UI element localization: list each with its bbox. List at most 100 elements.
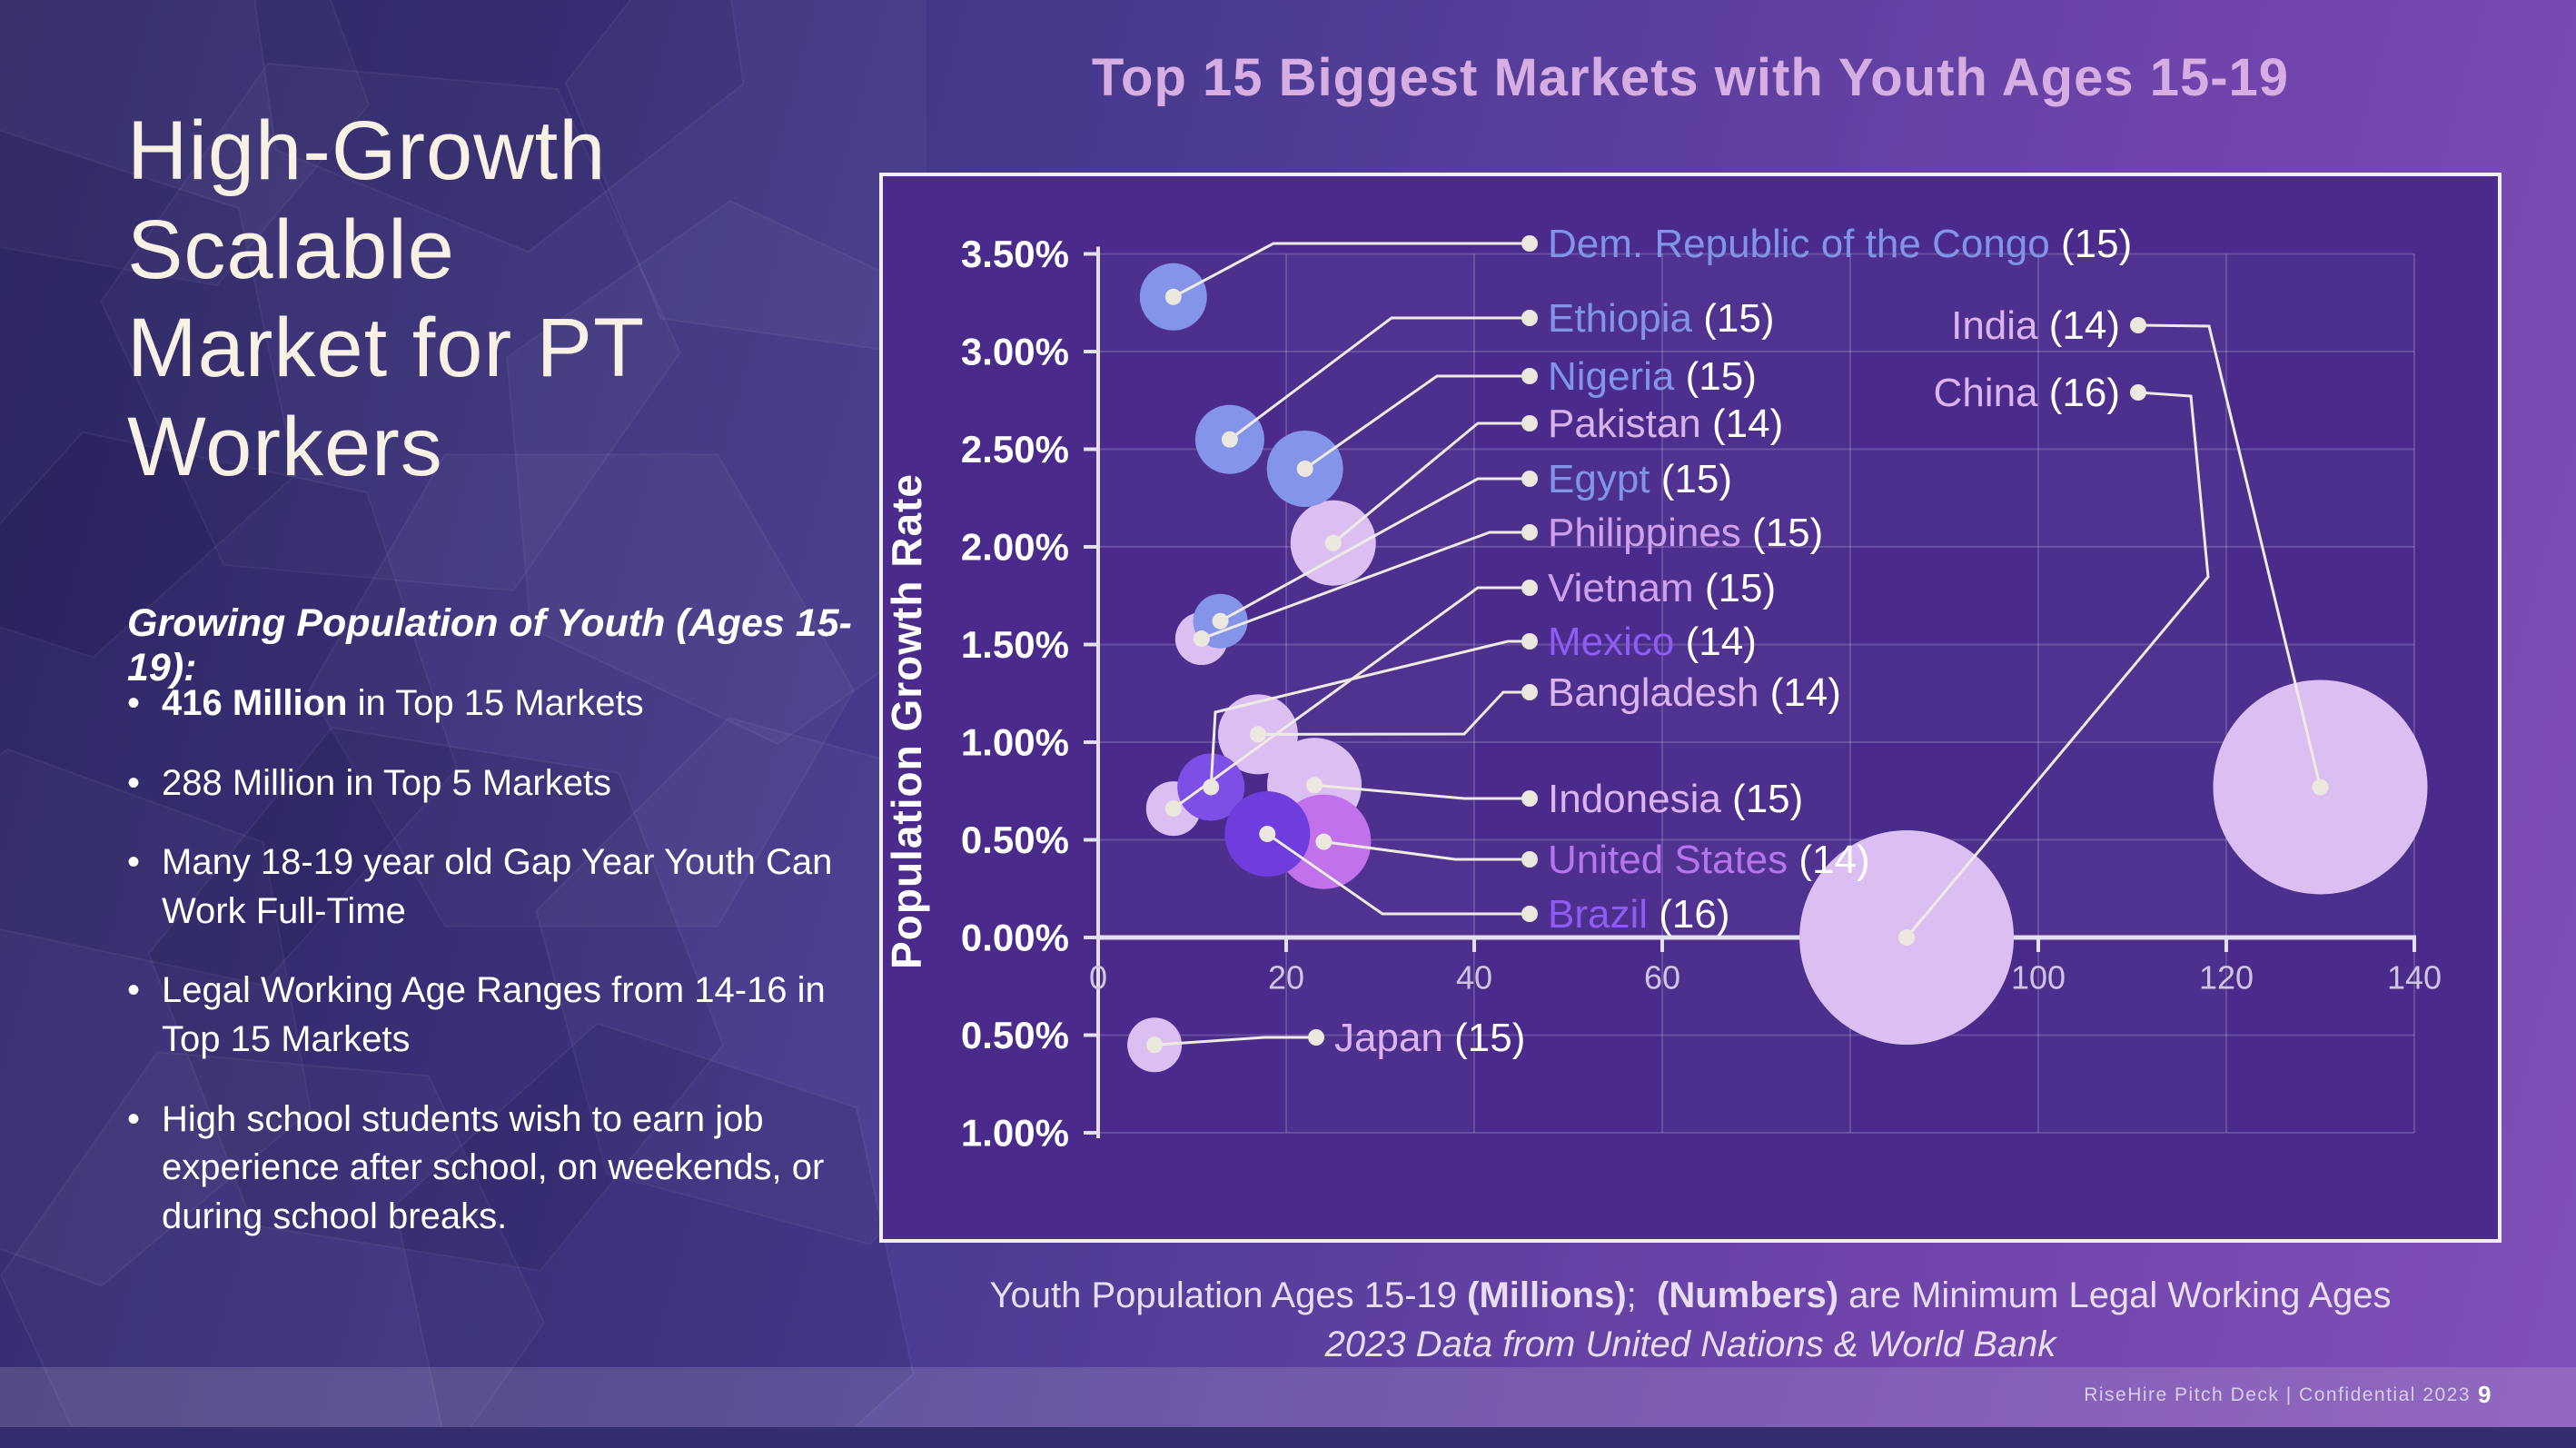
footnote-text: are Minimum Legal Working Ages <box>1838 1275 2392 1315</box>
leader-line-bangladesh <box>1257 690 1530 736</box>
hexagon-shape <box>307 453 856 927</box>
label-dot <box>1521 235 1538 252</box>
hexagon-pattern <box>0 0 926 1448</box>
leader-line-egypt <box>1219 477 1530 623</box>
country-name: Indonesia <box>1548 777 1721 821</box>
footer-band <box>0 1367 2576 1427</box>
country-min-working-age: (15) <box>1674 354 1756 399</box>
label-dot <box>1521 580 1538 596</box>
country-min-working-age: (15) <box>1692 296 1774 341</box>
page-title: High-Growth Scalable Market for PT Workers <box>127 102 908 496</box>
bullet-item: • Many 18-19 year old Gap Year Youth Can… <box>127 838 854 936</box>
label-dot <box>1521 471 1538 487</box>
bubble-center-dot <box>1259 826 1276 843</box>
label-dot <box>1521 524 1538 541</box>
label-dot <box>2130 317 2146 333</box>
bubble-center-dot <box>1212 612 1229 630</box>
country-label-philippines: Philippines (15) <box>1548 511 1823 555</box>
leader-line-ethiopia <box>1228 316 1530 441</box>
bullet-marker: • <box>127 1098 141 1139</box>
leader-line-united-states <box>1323 840 1530 861</box>
x-tick-label: 140 <box>2387 959 2442 997</box>
y-tick-label: 3.50% <box>961 233 1069 275</box>
y-tick-label: 2.00% <box>961 526 1069 569</box>
hexagon-shape <box>0 129 297 659</box>
country-label-united-states: United States (14) <box>1548 838 1870 882</box>
country-label-indonesia: Indonesia (15) <box>1548 777 1803 821</box>
country-label-vietnam: Vietnam (15) <box>1548 566 1776 610</box>
footnote-text: Youth Population Ages 15-19 <box>989 1275 1468 1315</box>
bubble-center-dot <box>1249 726 1266 743</box>
country-label-mexico: Mexico (14) <box>1548 620 1757 664</box>
country-min-working-age: (15) <box>1694 566 1776 610</box>
bullet-list: • 416 Million in Top 15 Markets • 288 Mi… <box>127 679 854 1272</box>
page-title-line: Scalable <box>127 203 455 296</box>
x-tick-label: 60 <box>1644 959 1680 997</box>
hexagon-shape <box>0 431 459 987</box>
bullet-marker: • <box>127 970 141 1011</box>
bullet-item: • High school students wish to earn job … <box>127 1096 854 1242</box>
leader-line-philippines <box>1201 531 1530 640</box>
y-tick-label: 1.00% <box>961 1112 1069 1155</box>
bullet-text: 416 Million in Top 15 Markets <box>162 683 644 723</box>
bubble-chart: 3.50% 3.00% 2.50% 2.00% 1.50% 1.00% 0.50% 0.00%… <box>883 222 2442 1155</box>
chart-source-note: 2023 Data from United Nations & World Ba… <box>1324 1324 2056 1364</box>
hexagon-shape <box>100 62 681 592</box>
bubble-center-dot <box>1324 534 1342 551</box>
y-tick-label: 0.00% <box>961 917 1069 959</box>
country-min-working-age: (14) <box>1674 620 1756 664</box>
y-tick-label: 1.50% <box>961 623 1069 666</box>
country-name: Philippines <box>1548 511 1741 555</box>
country-name: Japan <box>1334 1016 1443 1060</box>
x-tick-label: 100 <box>2011 959 2066 997</box>
bubble-center-dot <box>1146 1036 1164 1054</box>
hexagon-shape <box>0 1051 546 1448</box>
country-min-working-age: (14) <box>1759 670 1840 715</box>
bubble-center-dot <box>1164 288 1182 305</box>
country-name: Vietnam <box>1548 566 1694 610</box>
x-tick-label: 120 <box>2199 959 2254 997</box>
hexagon-shape <box>393 1022 915 1448</box>
bubble-chart-panel: 3.50% 3.00% 2.50% 2.00% 1.50% 1.00% 0.50% 0.00%… <box>879 173 2502 1243</box>
bubble-center-dot <box>1221 431 1238 448</box>
country-name: Egypt <box>1548 457 1650 501</box>
leader-line-indonesia <box>1313 783 1530 800</box>
page-title-line: Market for PT <box>127 302 646 395</box>
bullet-text: High school students wish to earn job ex… <box>162 1098 825 1236</box>
x-tick-label: 0 <box>1089 959 1107 997</box>
leader-line-dem-republic-of-the-congo <box>1173 242 1530 299</box>
footer-strip <box>0 1427 2576 1448</box>
bubble-center-dot <box>1164 800 1182 818</box>
hexagon-shape <box>535 717 926 1245</box>
bubble-center-dot <box>1193 630 1210 648</box>
country-min-working-age: (15) <box>1443 1016 1525 1060</box>
country-min-working-age: (14) <box>1788 838 1869 882</box>
y-tick-label: 3.00% <box>961 331 1069 373</box>
x-tick-label: 40 <box>1456 959 1492 997</box>
country-name: Ethiopia <box>1548 296 1693 341</box>
bubble-center-dot <box>1203 779 1220 796</box>
country-name: Mexico <box>1548 620 1674 664</box>
country-name: Dem. Republic of the Congo <box>1548 222 2050 266</box>
footnote-bold: (Numbers) <box>1657 1275 1839 1315</box>
label-dot <box>1521 684 1538 700</box>
country-min-working-age: (16) <box>1648 892 1729 937</box>
country-label-pakistan: Pakistan (14) <box>1548 402 1783 446</box>
country-min-working-age: (15) <box>1741 511 1823 555</box>
label-dot <box>1521 906 1538 922</box>
section-subheading: Growing Population of Youth (Ages 15-19)… <box>127 601 852 689</box>
country-label-brazil: Brazil (16) <box>1548 892 1730 937</box>
country-name: Pakistan <box>1548 402 1701 446</box>
bubble-center-dot <box>1898 929 1916 946</box>
label-dot <box>1521 415 1538 431</box>
bullet-item: • Legal Working Age Ranges from 14-16 in… <box>127 967 854 1064</box>
leader-line-brazil <box>1266 832 1530 916</box>
bullet-marker: • <box>127 683 141 723</box>
bubble-center-dot <box>1296 461 1313 477</box>
country-label-bangladesh: Bangladesh (14) <box>1548 670 1841 715</box>
leader-line-mexico <box>1209 640 1530 788</box>
bullet-text: 288 Million in Top 5 Markets <box>162 762 612 803</box>
bullet-marker: • <box>127 762 141 803</box>
plot-band <box>1286 254 1474 1134</box>
leader-line-japan <box>1154 1036 1316 1046</box>
